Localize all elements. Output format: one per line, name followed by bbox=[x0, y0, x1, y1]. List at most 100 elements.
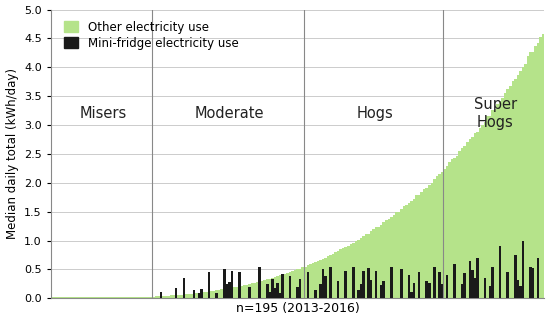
Bar bbox=[309, 264, 312, 298]
Bar bbox=[370, 231, 372, 298]
Bar bbox=[521, 240, 524, 298]
Bar bbox=[372, 230, 375, 298]
Bar bbox=[230, 271, 233, 298]
Bar bbox=[258, 282, 261, 298]
Bar bbox=[81, 297, 84, 298]
Bar bbox=[360, 284, 362, 298]
Bar bbox=[99, 297, 102, 298]
Bar bbox=[122, 297, 124, 298]
Bar bbox=[167, 296, 170, 298]
Bar bbox=[238, 272, 241, 298]
Bar bbox=[155, 297, 157, 298]
Bar bbox=[446, 275, 448, 298]
Bar bbox=[464, 146, 466, 298]
Bar bbox=[514, 79, 516, 298]
Bar bbox=[243, 285, 246, 298]
Bar bbox=[507, 272, 509, 298]
Bar bbox=[504, 93, 507, 298]
Bar bbox=[352, 243, 355, 298]
Bar bbox=[89, 297, 91, 298]
Bar bbox=[91, 297, 94, 298]
Bar bbox=[365, 234, 367, 298]
Bar bbox=[380, 285, 382, 298]
Bar bbox=[542, 34, 544, 298]
Bar bbox=[362, 271, 365, 298]
Bar bbox=[410, 292, 413, 298]
Bar bbox=[521, 67, 524, 298]
Bar bbox=[226, 289, 228, 298]
Bar bbox=[180, 295, 183, 298]
Bar bbox=[221, 289, 223, 298]
Bar bbox=[160, 292, 162, 298]
Bar bbox=[471, 270, 474, 298]
Bar bbox=[532, 52, 534, 298]
Bar bbox=[476, 258, 478, 298]
Bar bbox=[129, 297, 132, 298]
Bar bbox=[453, 264, 456, 298]
Bar bbox=[241, 286, 243, 298]
Bar bbox=[233, 287, 235, 298]
Bar bbox=[375, 271, 377, 298]
Bar bbox=[175, 288, 178, 298]
Bar bbox=[357, 290, 360, 298]
Bar bbox=[289, 276, 292, 298]
Bar bbox=[216, 292, 218, 298]
Bar bbox=[312, 263, 314, 298]
Bar bbox=[329, 266, 332, 298]
Bar bbox=[441, 172, 443, 298]
Bar bbox=[474, 278, 476, 298]
Bar bbox=[355, 241, 357, 298]
Bar bbox=[112, 297, 114, 298]
Bar bbox=[436, 176, 438, 298]
Bar bbox=[499, 100, 502, 298]
Bar bbox=[456, 156, 458, 298]
Bar bbox=[529, 266, 532, 298]
Bar bbox=[375, 227, 377, 298]
Bar bbox=[197, 293, 200, 298]
Bar bbox=[461, 284, 464, 298]
Bar bbox=[433, 266, 436, 298]
Bar bbox=[109, 297, 112, 298]
Bar bbox=[205, 292, 208, 298]
Bar bbox=[210, 291, 213, 298]
Bar bbox=[137, 297, 140, 298]
Bar bbox=[537, 258, 540, 298]
Bar bbox=[418, 272, 420, 298]
Bar bbox=[64, 297, 66, 298]
Bar bbox=[388, 219, 390, 298]
Bar bbox=[273, 288, 276, 298]
Bar bbox=[400, 209, 403, 298]
Y-axis label: Median daily total (kWh/day): Median daily total (kWh/day) bbox=[6, 68, 19, 239]
Bar bbox=[423, 189, 426, 298]
Bar bbox=[507, 89, 509, 298]
Bar bbox=[390, 217, 393, 298]
Bar bbox=[390, 266, 393, 298]
Bar bbox=[382, 222, 385, 298]
Bar bbox=[337, 281, 339, 298]
Bar bbox=[342, 248, 344, 298]
Bar bbox=[296, 269, 299, 298]
Bar bbox=[458, 151, 461, 298]
Bar bbox=[279, 293, 281, 298]
Bar bbox=[299, 269, 301, 298]
Bar bbox=[226, 284, 228, 298]
Bar bbox=[213, 291, 216, 298]
Bar bbox=[344, 271, 347, 298]
Bar bbox=[382, 281, 385, 298]
Bar bbox=[405, 205, 408, 298]
Bar bbox=[319, 284, 322, 298]
Bar bbox=[134, 297, 137, 298]
Bar bbox=[512, 81, 514, 298]
Bar bbox=[266, 284, 268, 298]
Bar bbox=[519, 286, 521, 298]
Bar bbox=[360, 239, 362, 298]
Bar bbox=[453, 159, 456, 298]
Bar bbox=[476, 132, 478, 298]
Bar bbox=[344, 247, 347, 298]
Bar bbox=[403, 206, 405, 298]
Bar bbox=[537, 43, 540, 298]
Bar bbox=[230, 288, 233, 298]
Bar bbox=[69, 297, 71, 298]
Bar bbox=[117, 297, 119, 298]
Bar bbox=[271, 278, 273, 298]
